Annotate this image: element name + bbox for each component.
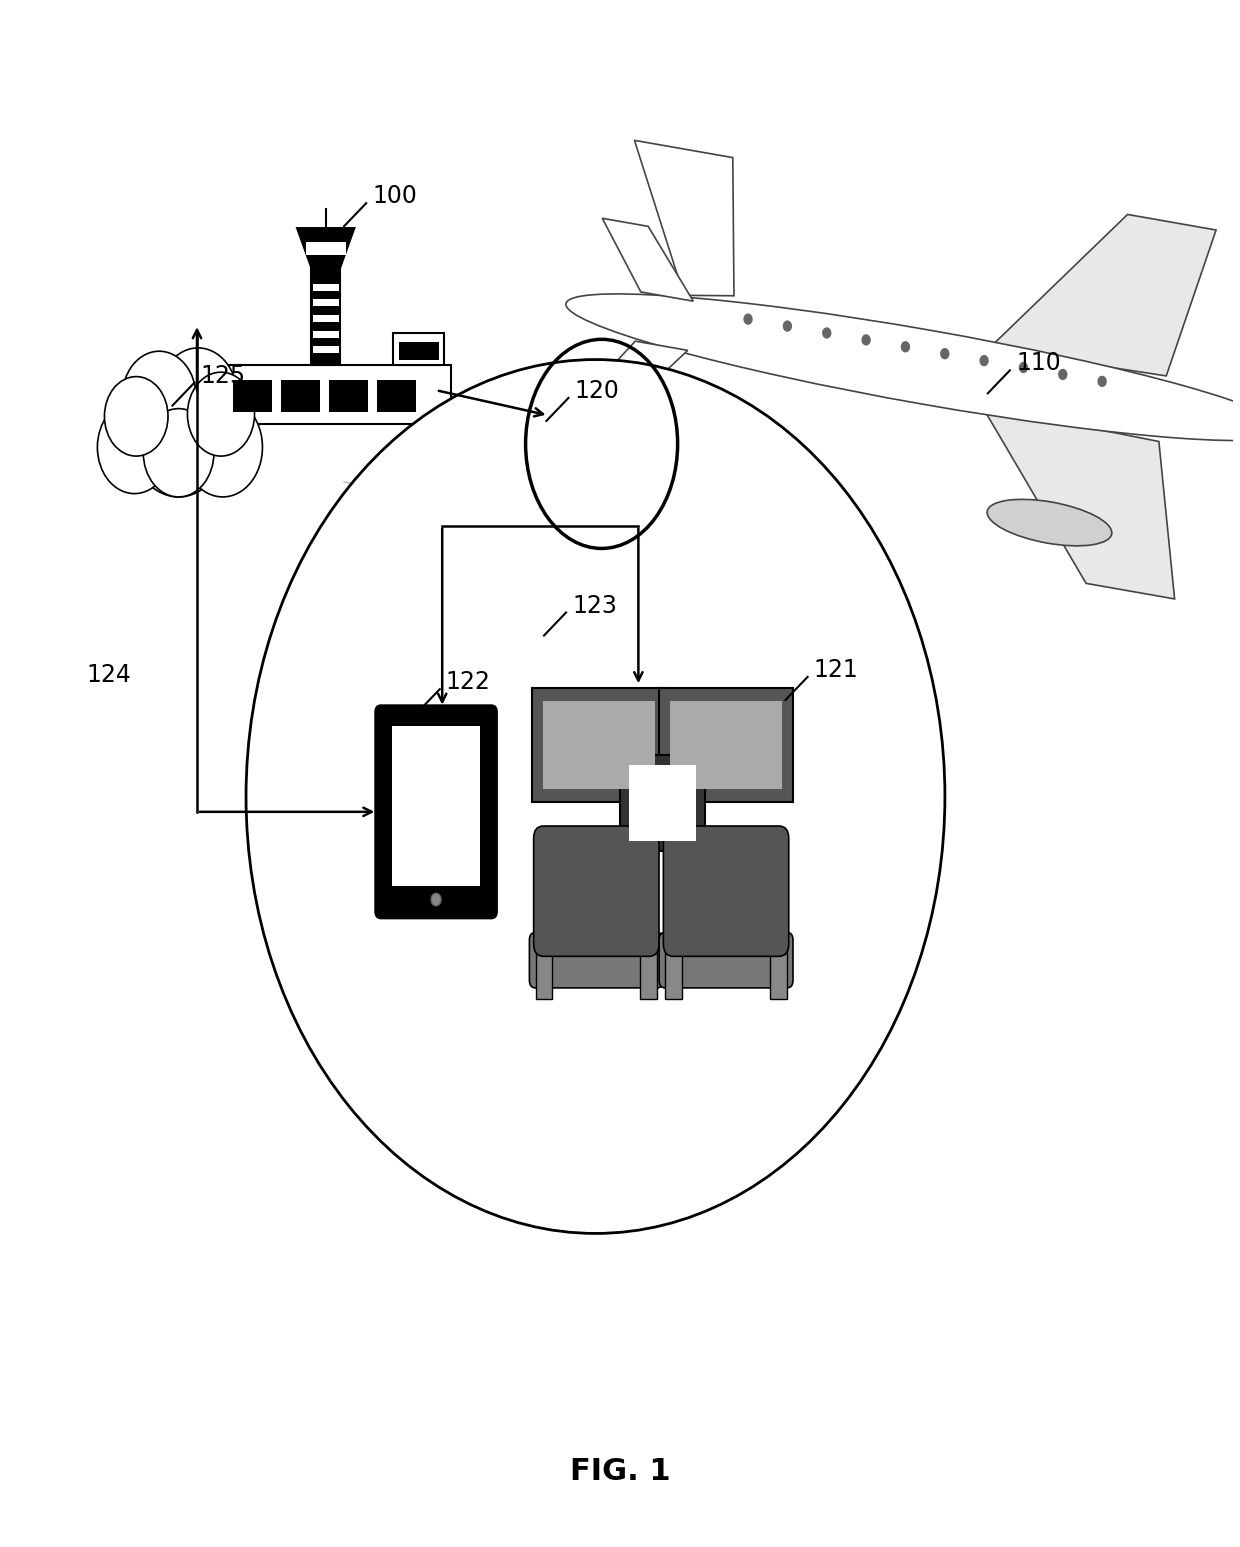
FancyBboxPatch shape	[663, 826, 789, 956]
Bar	[398, 342, 439, 360]
Text: 120: 120	[574, 379, 620, 402]
Bar	[330, 379, 368, 412]
FancyBboxPatch shape	[533, 826, 658, 956]
Bar	[629, 766, 697, 842]
Circle shape	[98, 401, 171, 493]
Bar	[312, 331, 339, 337]
Circle shape	[130, 376, 227, 497]
Bar	[392, 726, 480, 885]
Bar	[233, 379, 272, 412]
Bar	[670, 701, 782, 789]
Text: 100: 100	[372, 184, 417, 209]
Bar	[543, 701, 656, 789]
Text: 122: 122	[446, 670, 491, 695]
Text: 125: 125	[201, 364, 246, 388]
Bar	[281, 379, 320, 412]
Polygon shape	[582, 342, 688, 407]
Circle shape	[1059, 370, 1066, 379]
Bar	[311, 268, 340, 365]
Circle shape	[941, 348, 949, 359]
FancyBboxPatch shape	[376, 705, 496, 917]
Bar	[665, 937, 682, 999]
Circle shape	[784, 322, 791, 331]
Bar	[660, 687, 794, 803]
Text: FIG. 1: FIG. 1	[569, 1457, 671, 1485]
Bar	[393, 333, 444, 365]
Bar	[770, 937, 787, 999]
FancyBboxPatch shape	[660, 933, 794, 989]
Circle shape	[980, 356, 988, 365]
Circle shape	[1019, 362, 1028, 373]
Circle shape	[862, 334, 870, 345]
Circle shape	[144, 408, 215, 497]
Bar	[377, 379, 417, 412]
Circle shape	[823, 328, 831, 337]
Circle shape	[187, 373, 254, 456]
Circle shape	[246, 359, 945, 1233]
Circle shape	[744, 314, 751, 325]
Polygon shape	[635, 141, 734, 295]
Circle shape	[184, 398, 263, 497]
Ellipse shape	[987, 500, 1112, 546]
Text: 124: 124	[87, 662, 131, 687]
Bar	[312, 283, 339, 291]
Circle shape	[432, 893, 441, 905]
Bar	[536, 937, 553, 999]
Text: 110: 110	[1016, 351, 1060, 376]
Polygon shape	[977, 215, 1216, 376]
Circle shape	[104, 376, 167, 456]
Circle shape	[901, 342, 909, 351]
Polygon shape	[603, 218, 693, 302]
Bar	[620, 755, 704, 851]
Bar	[532, 687, 666, 803]
FancyBboxPatch shape	[529, 933, 663, 989]
Polygon shape	[972, 393, 1174, 599]
Bar	[312, 347, 339, 353]
Polygon shape	[298, 227, 355, 268]
Circle shape	[122, 351, 196, 444]
Circle shape	[159, 348, 238, 447]
Bar	[312, 316, 339, 322]
Circle shape	[1099, 376, 1106, 387]
Bar	[306, 241, 346, 255]
Text: 123: 123	[572, 594, 618, 617]
Bar	[222, 365, 451, 424]
Bar	[312, 300, 339, 306]
Ellipse shape	[565, 294, 1240, 441]
Bar	[640, 937, 657, 999]
Text: 121: 121	[813, 657, 858, 682]
